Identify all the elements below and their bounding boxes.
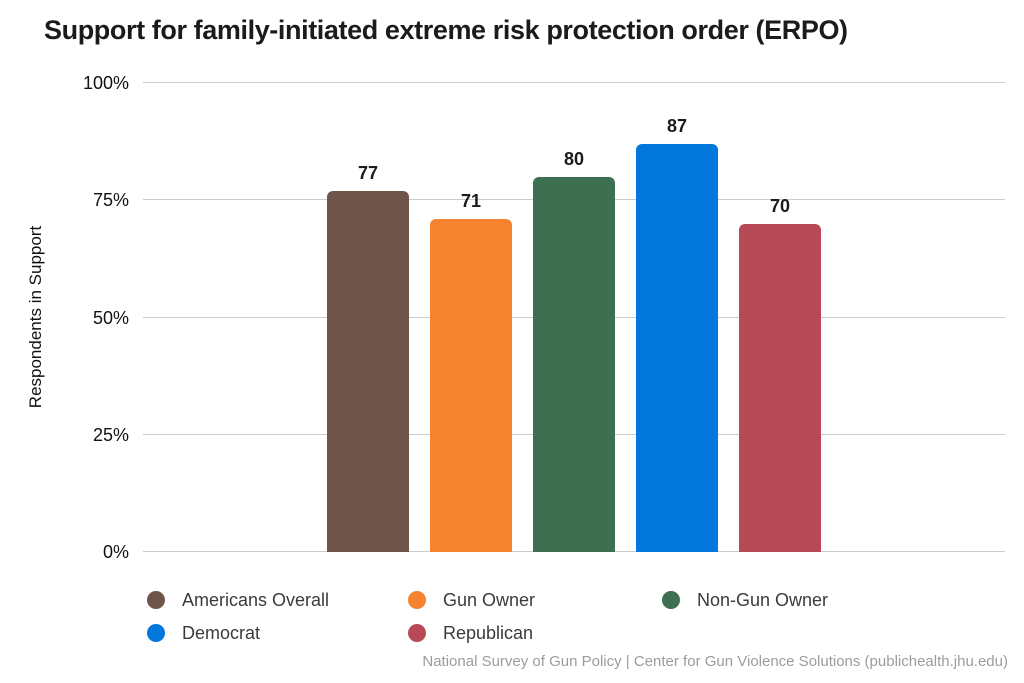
legend-item-democrat[interactable]: Democrat xyxy=(147,623,260,643)
bars: 77 71 80 87 70 xyxy=(143,83,1005,552)
bar-republican[interactable]: 70 xyxy=(739,196,821,552)
bar-non-gun-owner[interactable]: 80 xyxy=(533,149,615,552)
legend-item-americans-overall[interactable]: Americans Overall xyxy=(147,590,329,610)
legend-label: Americans Overall xyxy=(182,589,330,610)
y-tick-label: 0% xyxy=(102,542,129,562)
bar-value-label: 77 xyxy=(357,162,379,183)
legend-item-non-gun-owner[interactable]: Non-Gun Owner xyxy=(662,590,828,610)
republican-legend-dot-icon xyxy=(408,624,426,642)
y-tick-label: 75% xyxy=(92,190,129,211)
legend-label: Republican xyxy=(443,622,534,643)
bar-democrat[interactable]: 87 xyxy=(636,116,718,552)
gun-owner-legend-dot-icon xyxy=(408,591,426,609)
legend-item-gun-owner[interactable]: Gun Owner xyxy=(408,590,535,610)
source-text: National Survey of Gun Policy | Center f… xyxy=(422,653,1008,670)
bar-americans-overall[interactable]: 77 xyxy=(327,163,409,552)
bar-value-label: 80 xyxy=(563,148,585,169)
legend-item-republican[interactable]: Republican xyxy=(408,623,533,643)
bar-gun-owner[interactable]: 71 xyxy=(430,191,512,552)
bar-value-label: 87 xyxy=(666,115,688,136)
bar-value-label: 71 xyxy=(460,191,482,212)
y-tick-label: 50% xyxy=(92,307,129,328)
y-axis-title: Respondents in Support xyxy=(26,225,45,409)
gridline xyxy=(143,82,1005,83)
bar-value-label: 70 xyxy=(769,195,791,216)
legend-label: Gun Owner xyxy=(443,589,536,610)
y-tick-label: 25% xyxy=(92,424,129,445)
democrat-legend-dot-icon xyxy=(147,624,165,642)
non-gun-owner-legend-dot-icon xyxy=(662,591,680,609)
legend-label: Non-Gun Owner xyxy=(697,589,829,610)
legend: Americans Overall Gun Owner Non-Gun Owner D… xyxy=(147,590,1007,650)
legend-label: Democrat xyxy=(182,622,261,643)
y-tick-label: 100% xyxy=(82,73,129,93)
plot-area: 0% 25% 50% 75% 100% 77 71 80 87 70 xyxy=(83,74,1005,561)
americans-overall-legend-dot-icon xyxy=(147,591,165,609)
chart-title: Support for family-initiated extreme ris… xyxy=(44,15,848,45)
